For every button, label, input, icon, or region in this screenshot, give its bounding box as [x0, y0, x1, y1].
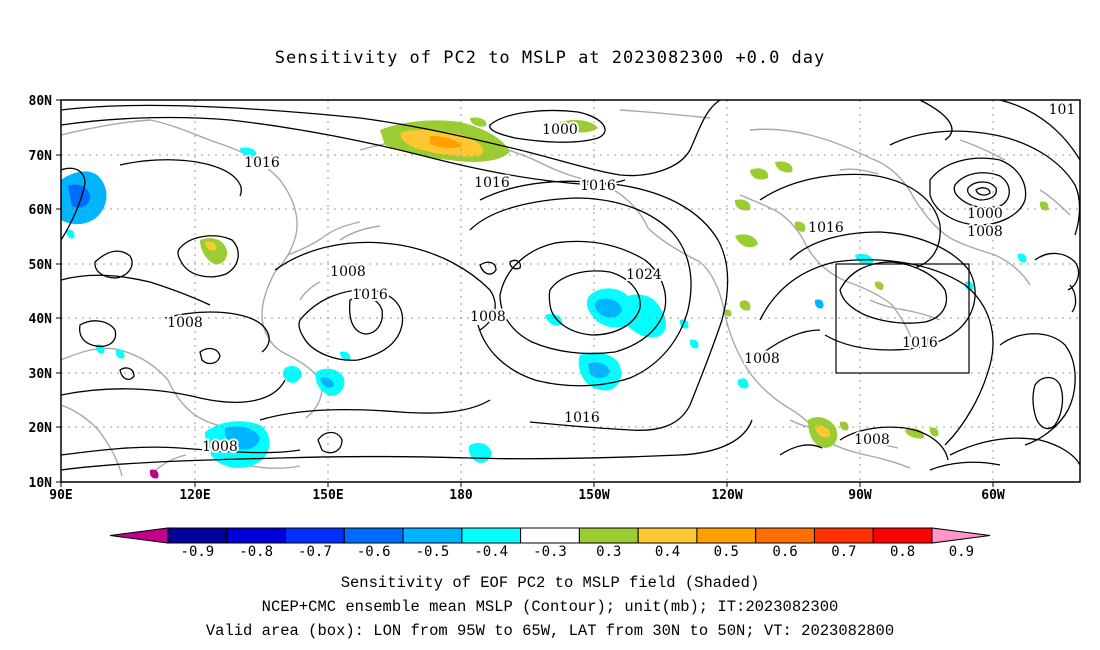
colorbar-low-extension [109, 527, 169, 544]
colorbar-swatch [813, 527, 874, 544]
colorbar-tick-label: -0.6 [357, 544, 391, 560]
contour-label: 1016 [808, 220, 844, 236]
colorbar-tick-label: -0.3 [533, 544, 567, 560]
colorbar-tick-label: 0.8 [890, 544, 915, 560]
lat-label: 30N [29, 367, 53, 382]
shaded-sensitivity [61, 117, 1049, 479]
tick-marks [56, 99, 994, 487]
lat-label: 50N [29, 258, 53, 273]
contour-label: 1008 [967, 224, 1003, 240]
lon-label: 120E [179, 488, 210, 503]
lon-label: 180 [449, 488, 473, 503]
colorbar-tick-label: 0.7 [831, 544, 856, 560]
colorbar-swatch [285, 527, 345, 544]
colorbar-labels: -0.9 -0.8 -0.7 -0.6 -0.5 -0.4 -0.3 0.3 0.4 0.5 0.6… [181, 544, 975, 560]
colorbar-swatch [872, 527, 933, 544]
footer-line-contour: NCEP+CMC ensemble mean MSLP (Contour); u… [261, 598, 839, 616]
contour-labels: 1000 101 1016 1016 1016 1000 1008 1016 1008 1024 1… [165, 100, 1077, 457]
contour-label: 1008 [330, 264, 366, 280]
lon-label: 150W [578, 488, 609, 503]
colorbar-tick-label: 0.3 [596, 544, 621, 560]
colorbar-swatch [520, 527, 580, 544]
lon-label: 120W [711, 488, 742, 503]
lat-label: 40N [29, 312, 53, 327]
lat-label: 80N [29, 94, 53, 109]
colorbar-swatch [461, 527, 522, 544]
colorbar-tick-label: 0.5 [714, 544, 739, 560]
colorbar-tick-label: -0.7 [298, 544, 332, 560]
contour-label: 1008 [167, 315, 203, 331]
contour-label: 1016 [902, 335, 938, 351]
contour-label: 1016 [352, 287, 388, 303]
contour-label: 1000 [542, 122, 578, 138]
plot-frame [60, 99, 1081, 483]
mslp-contours [61, 100, 1080, 471]
colorbar-swatch [402, 527, 463, 544]
colorbar-swatch [696, 527, 757, 544]
colorbar-swatch [226, 527, 287, 544]
colorbar-tick-label: 0.4 [655, 544, 680, 560]
footer-line-valid-area: Valid area (box): LON from 95W to 65W, L… [205, 622, 895, 640]
contour-label: 1016 [244, 155, 280, 171]
lat-label: 20N [29, 421, 53, 436]
lat-label: 60N [29, 203, 53, 218]
colorbar-swatch [578, 527, 639, 544]
contour-label: 1008 [744, 351, 780, 367]
colorbar-tick-label: 0.6 [772, 544, 797, 560]
colorbar [109, 527, 991, 544]
colorbar-tick-label: -0.9 [181, 544, 215, 560]
footer-line-shading: Sensitivity of EOF PC2 to MSLP field (Sh… [340, 574, 760, 592]
contour-label: 101 [1049, 102, 1076, 118]
colorbar-tick-label: -0.5 [416, 544, 450, 560]
contour-label: 1024 [626, 267, 662, 283]
colorbar-swatch [167, 527, 228, 544]
contour-label: 1016 [474, 175, 510, 191]
contour-label: 1000 [967, 206, 1003, 222]
contour-label: 1008 [854, 432, 890, 448]
map-title: Sensitivity of PC2 to MSLP at 2023082300… [274, 48, 826, 68]
contour-label: 1008 [202, 439, 238, 455]
contour-label: 1016 [564, 410, 600, 426]
lon-label: 60W [981, 488, 1005, 503]
colorbar-tick-label: 0.9 [949, 544, 974, 560]
contour-label: 1008 [470, 309, 506, 325]
longitude-labels: 90E 120E 150E 180 150W 120W 90W 60W [49, 488, 1005, 503]
colorbar-high-extension [931, 527, 991, 544]
colorbar-swatch [637, 527, 698, 544]
lon-label: 90E [49, 488, 72, 503]
colorbar-tick-label: -0.4 [474, 544, 508, 560]
contour-label: 1016 [580, 178, 616, 194]
lat-label: 10N [29, 476, 53, 491]
lon-label: 150E [312, 488, 343, 503]
valid-area-box [835, 263, 970, 374]
lat-label: 70N [29, 149, 53, 164]
colorbar-swatch [343, 527, 404, 544]
colorbar-swatch [755, 527, 815, 544]
lon-label: 90W [848, 488, 872, 503]
latitude-labels: 80N 70N 60N 50N 40N 30N 20N 10N [29, 94, 53, 491]
colorbar-tick-label: -0.8 [239, 544, 273, 560]
